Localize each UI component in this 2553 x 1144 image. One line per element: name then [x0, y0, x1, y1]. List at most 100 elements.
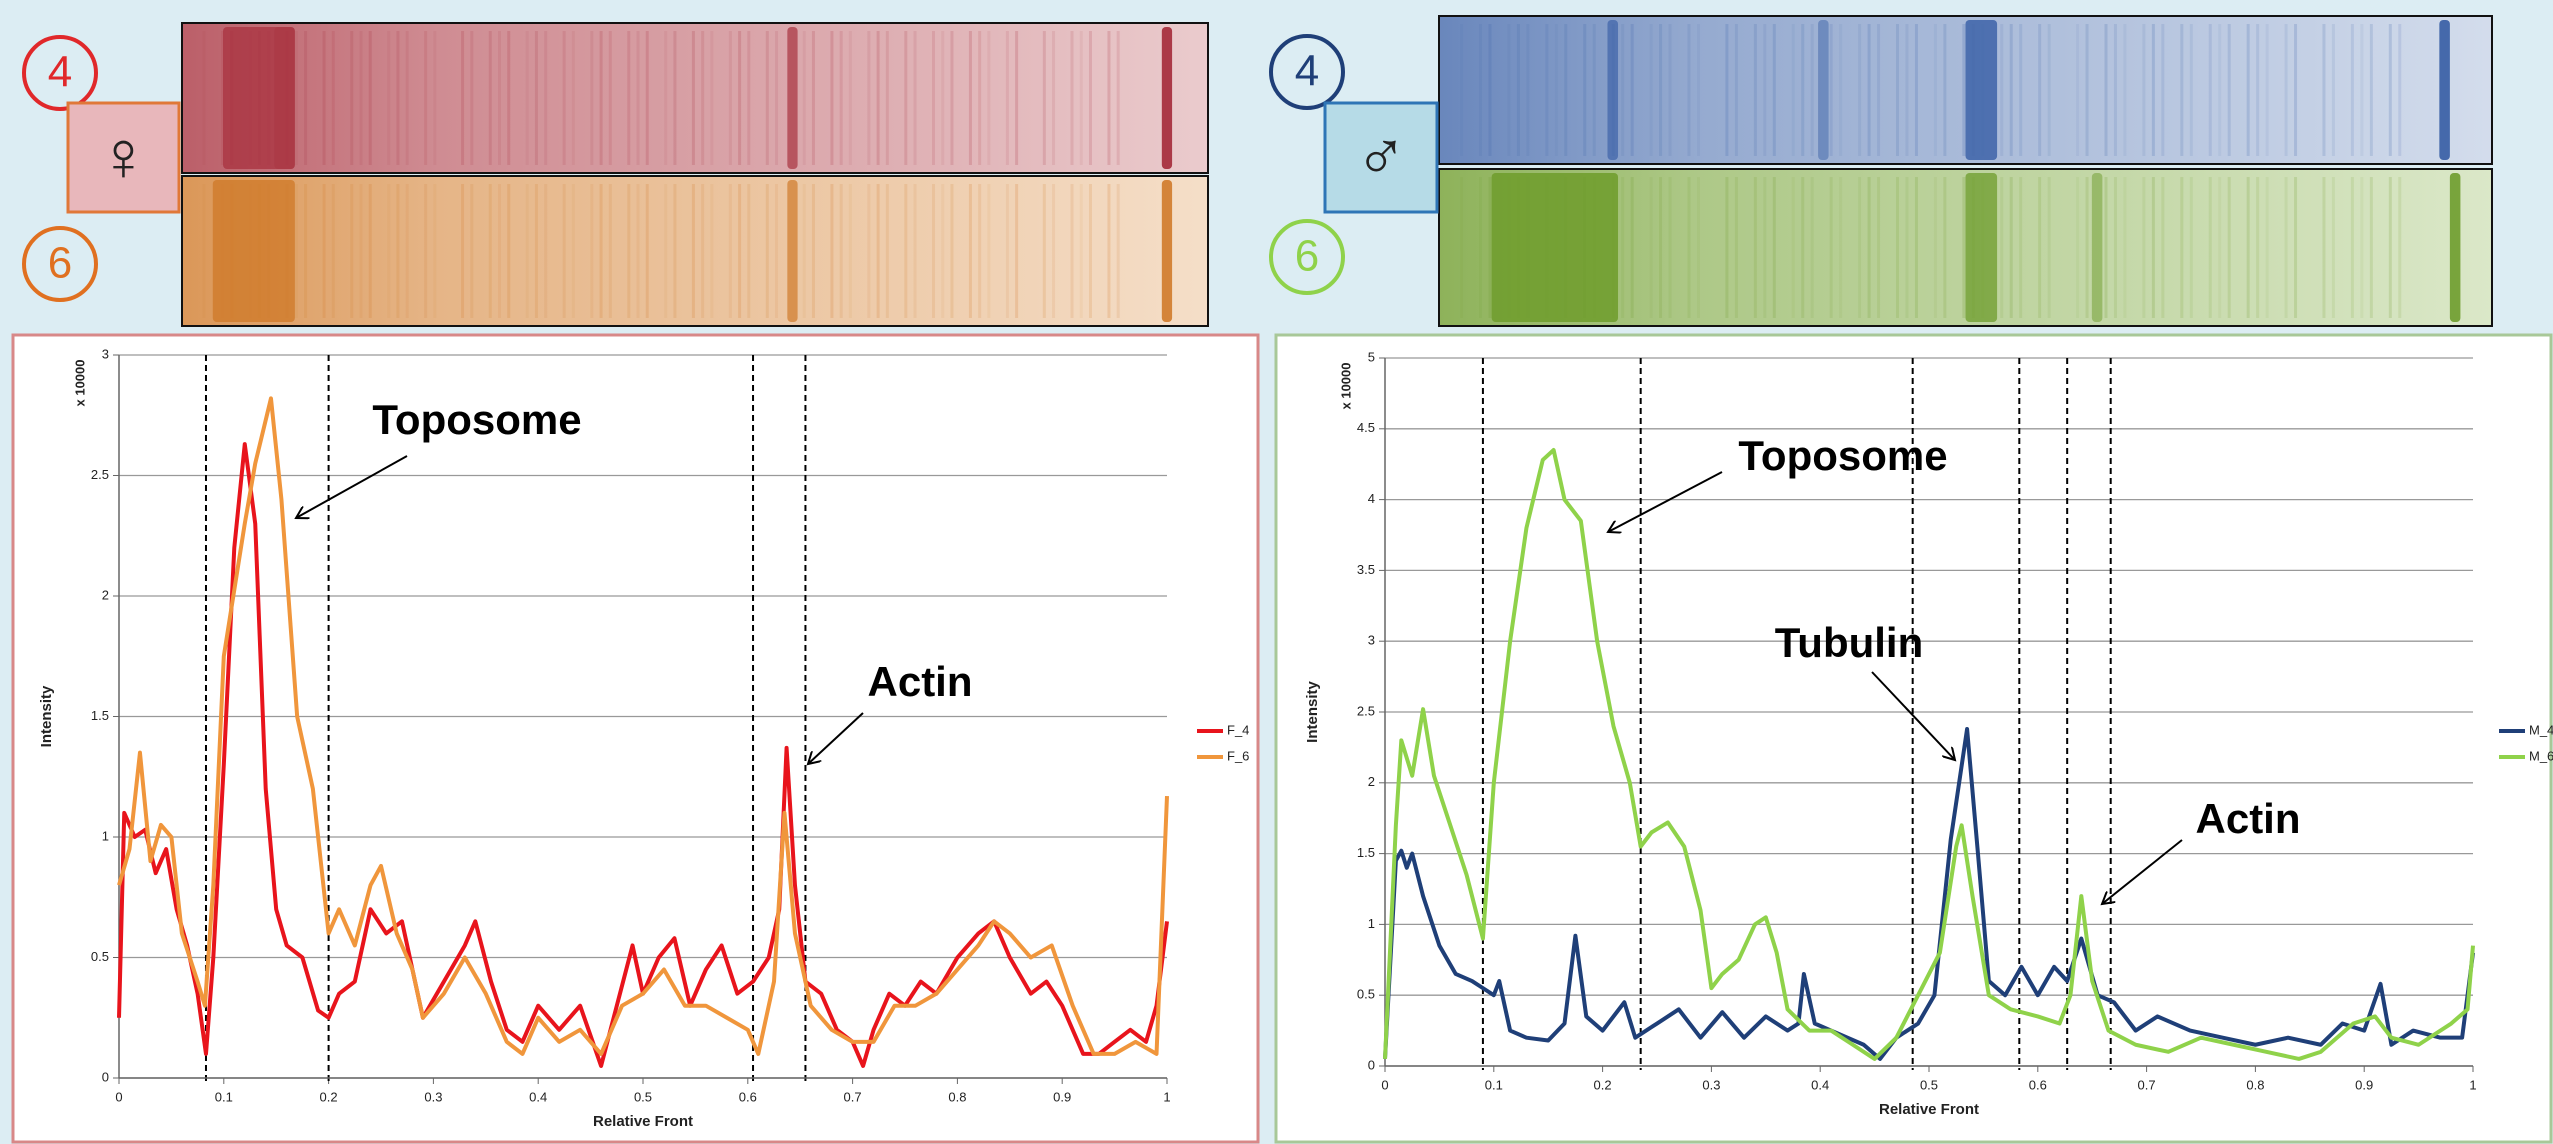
gel-band	[1962, 24, 1965, 156]
gel-band	[1725, 177, 1728, 318]
y-tick-label: 1.5	[1357, 845, 1375, 860]
gel-band	[867, 184, 870, 318]
gel-band	[507, 184, 510, 318]
gel-band	[950, 31, 953, 165]
gel-band	[600, 184, 603, 318]
gel-band	[1669, 177, 1672, 318]
gel-band	[2398, 177, 2401, 318]
gel-band	[2038, 24, 2041, 156]
gel-band	[2389, 24, 2392, 156]
gel-band	[932, 31, 935, 165]
y-tick-label: 0.5	[91, 949, 109, 964]
gel-band	[849, 184, 852, 318]
gel-band	[1801, 177, 1804, 318]
gel-band	[369, 184, 372, 318]
gel-band	[1043, 184, 1046, 318]
gel-band	[590, 184, 593, 318]
gel-band	[1071, 184, 1074, 318]
gel-band	[1868, 177, 1871, 318]
gel-band	[692, 31, 695, 165]
y-tick-label: 0	[1368, 1057, 1375, 1072]
y-tick-label: 0.5	[1357, 987, 1375, 1002]
gel-band	[1915, 24, 1918, 156]
gel-band	[1792, 24, 1795, 156]
gel-band	[987, 184, 990, 318]
gel-band	[609, 31, 612, 165]
gel-band	[1943, 24, 1946, 156]
gel-band	[507, 31, 510, 165]
gel-band	[2161, 24, 2164, 156]
gel-band	[1858, 24, 1861, 156]
gel-band	[1162, 27, 1172, 169]
gel-band	[830, 184, 833, 318]
gel-band	[2092, 173, 2103, 322]
gel-band	[914, 184, 917, 318]
gel-band	[563, 184, 566, 318]
gel-band	[701, 184, 704, 318]
gel-band	[710, 31, 713, 165]
gel-band	[673, 31, 676, 165]
y-tick-label: 2	[1368, 774, 1375, 789]
gel-band	[646, 31, 649, 165]
gel-band	[424, 31, 427, 165]
x-tick-label: 0.1	[215, 1089, 233, 1104]
gel-band	[563, 31, 566, 165]
page: 46♀46♂00.511.522.5300.10.20.30.40.50.60.…	[0, 0, 2553, 1144]
gel-band	[1089, 184, 1092, 318]
gel-band	[2180, 177, 2183, 318]
gel-band	[2048, 24, 2051, 156]
gel-band	[350, 184, 353, 318]
gel-band	[396, 184, 399, 318]
gel-band	[526, 184, 529, 318]
gel-band	[1650, 24, 1653, 156]
gel-band	[535, 184, 538, 318]
gel-band	[1915, 177, 1918, 318]
gel-band	[914, 31, 917, 165]
gel-band	[1763, 24, 1766, 156]
gel-band	[775, 184, 778, 318]
gel-band	[1858, 177, 1861, 318]
gel-band	[886, 31, 889, 165]
gel-band	[396, 31, 399, 165]
x-tick-label: 0.1	[1485, 1077, 1503, 1092]
gel-band	[2218, 24, 2221, 156]
gel-band	[673, 184, 676, 318]
gel-band	[1725, 24, 1728, 156]
gel-band	[627, 184, 630, 318]
gel-band	[2114, 177, 2117, 318]
gel-band	[2450, 173, 2461, 322]
gel-band	[1593, 24, 1596, 156]
gel-band	[932, 184, 935, 318]
gel-band	[2142, 24, 2145, 156]
gel-band	[2266, 24, 2269, 156]
gel-band	[1507, 24, 1510, 156]
gel-band	[867, 31, 870, 165]
gel-band	[2076, 24, 2079, 156]
gel-band	[535, 31, 538, 165]
gel-band	[2190, 177, 2193, 318]
y-tick-label: 2.5	[91, 467, 109, 482]
gel-band	[2228, 177, 2231, 318]
y-tick-label: 2	[102, 587, 109, 602]
x-tick-label: 0.5	[634, 1089, 652, 1104]
gel-band	[812, 31, 815, 165]
x-tick-label: 0.7	[2138, 1077, 2156, 1092]
x-tick-label: 0.6	[2029, 1077, 2047, 1092]
gel-band	[987, 31, 990, 165]
gel-band	[2256, 177, 2259, 318]
gel-band	[729, 184, 732, 318]
gel-band	[1650, 177, 1653, 318]
gel-band	[1631, 24, 1634, 156]
gel-band	[1117, 31, 1120, 165]
gel-band	[2360, 177, 2363, 318]
gel-band	[2019, 24, 2022, 156]
gel-band	[2142, 177, 2145, 318]
gel-band	[2256, 24, 2259, 156]
gel-band	[2209, 177, 2212, 318]
x-tick-label: 0.3	[424, 1089, 442, 1104]
gel-band	[1773, 177, 1776, 318]
gel-band	[1659, 24, 1662, 156]
gel-band	[461, 31, 464, 165]
gel-band	[787, 27, 797, 169]
gel-band	[470, 184, 473, 318]
